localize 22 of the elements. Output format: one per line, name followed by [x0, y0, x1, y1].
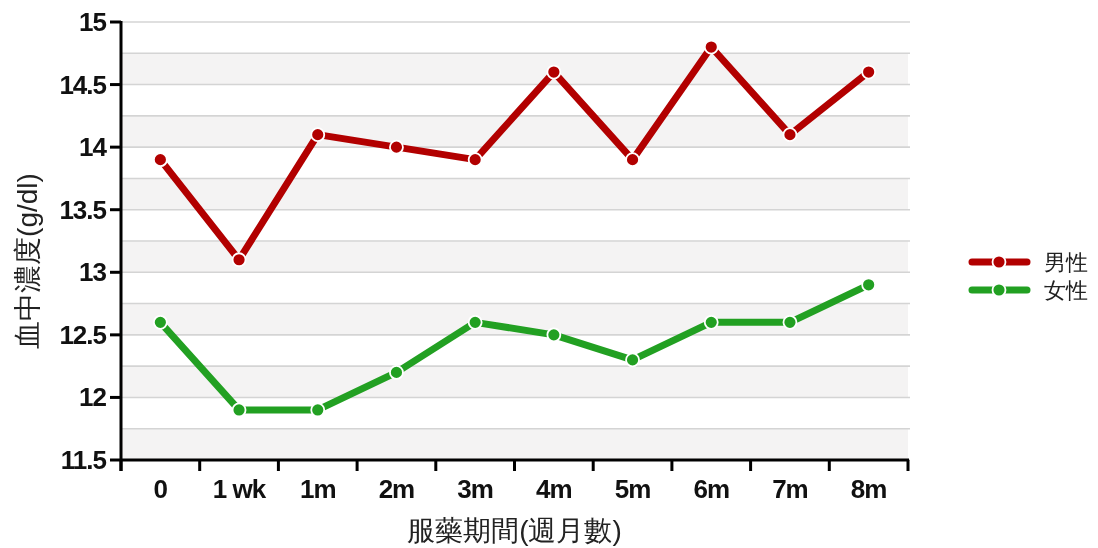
x-tick-label: 4m: [536, 474, 572, 504]
y-tick-label: 12: [79, 382, 106, 413]
x-tick-label: 6m: [693, 474, 730, 504]
x-tick-label: 3m: [457, 474, 493, 504]
y-tick-label: 11.5: [60, 445, 106, 475]
y-tick-label: 14: [79, 132, 106, 163]
x-tick-label: 0: [153, 474, 168, 504]
x-tick-label: 1 wk: [212, 474, 266, 504]
x-tick-label: 5m: [614, 474, 651, 504]
y-tick-label: 12.5: [59, 319, 106, 350]
y-axis-title: 血中濃度(g/dl): [12, 173, 43, 349]
y-tick-label: 13.5: [59, 194, 106, 225]
y-tick-label: 14.5: [59, 69, 106, 100]
x-tick-label: 7m: [772, 474, 808, 504]
y-tick-label: 15: [79, 7, 106, 37]
y-tick-label: 13: [79, 257, 106, 288]
x-tick-label: 2m: [378, 474, 415, 504]
x-tick-label: 8m: [850, 474, 887, 504]
legend-label: 女性: [1044, 278, 1088, 303]
legend-label: 男性: [1044, 250, 1088, 275]
x-tick-label: 1m: [299, 474, 336, 504]
x-axis-title: 服藥期間(週月數): [407, 515, 622, 546]
